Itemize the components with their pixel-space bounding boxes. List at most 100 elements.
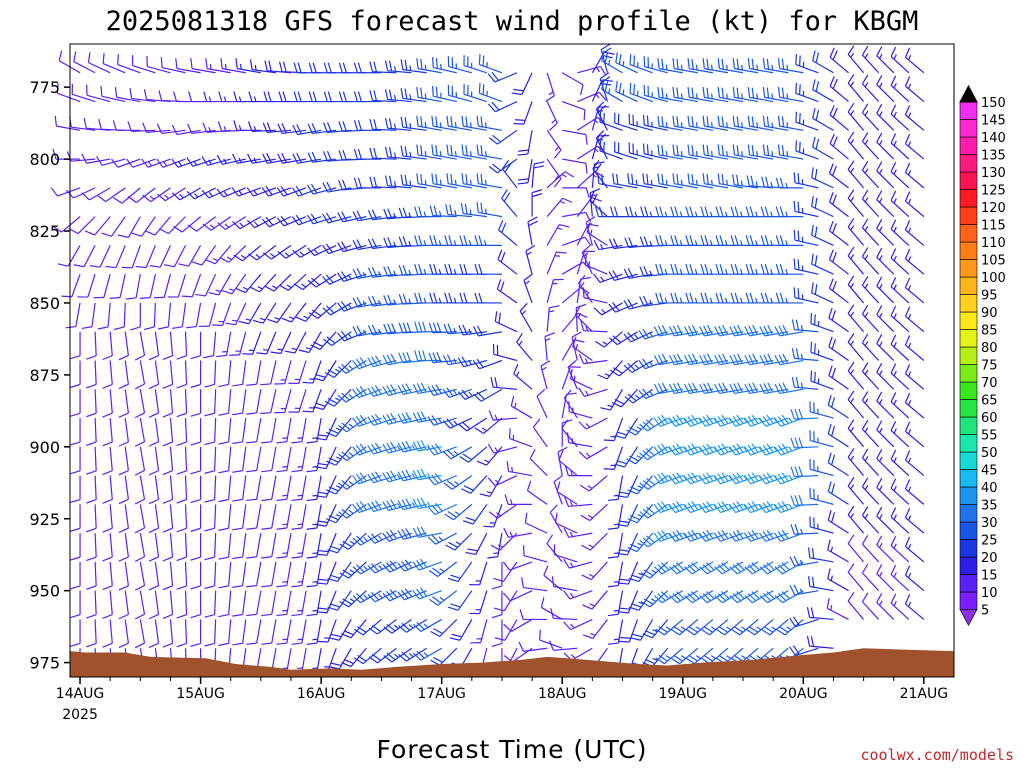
barb-feather <box>416 588 424 598</box>
barb-staff <box>567 366 578 390</box>
barb-staff <box>569 590 593 600</box>
barb-half-feather <box>335 397 341 402</box>
barb-feather <box>431 144 434 155</box>
barb-feather <box>655 292 660 304</box>
wind-barb <box>383 323 412 335</box>
barb-staff <box>561 261 584 275</box>
barb-half-feather <box>604 373 610 377</box>
wind-barb <box>218 504 232 531</box>
barb-staff <box>135 274 141 298</box>
barb-half-feather <box>408 212 412 218</box>
barb-feather <box>674 264 679 275</box>
barb-feather <box>747 502 755 512</box>
barb-feather <box>685 292 690 304</box>
barb-feather <box>371 356 378 366</box>
barb-feather <box>876 420 883 431</box>
wind-barb <box>745 292 774 304</box>
wind-barb <box>156 187 186 202</box>
barb-half-feather <box>799 588 804 594</box>
barb-feather <box>218 470 229 474</box>
barb-feather <box>373 176 378 188</box>
barb-feather <box>503 527 509 538</box>
wind-barb <box>774 529 804 542</box>
wind-barb <box>162 561 174 591</box>
barb-feather <box>777 416 786 426</box>
barb-feather <box>721 145 724 156</box>
barb-staff <box>271 417 277 442</box>
barb-feather <box>458 325 464 336</box>
barb-staff <box>109 331 113 356</box>
barb-feather <box>483 525 494 528</box>
barb-feather <box>653 532 661 542</box>
barb-feather <box>563 389 572 399</box>
barb-feather <box>352 297 359 308</box>
barb-feather <box>190 585 201 590</box>
barb-half-feather <box>469 151 472 157</box>
barb-feather <box>658 654 668 662</box>
barb-half-feather <box>788 475 793 481</box>
barb-staff <box>271 561 277 586</box>
barb-feather <box>387 208 393 219</box>
wind-barb <box>811 167 834 189</box>
barb-staff <box>302 273 322 291</box>
barb-feather <box>371 443 378 454</box>
barb-half-feather <box>426 501 431 507</box>
barb-feather <box>480 173 483 185</box>
wind-barb <box>148 504 160 533</box>
barb-staff <box>890 171 910 189</box>
barb-feather <box>474 292 479 304</box>
barb-feather <box>657 115 660 127</box>
barb-feather <box>643 295 649 306</box>
wind-barb <box>653 590 684 604</box>
wind-barb <box>546 251 567 275</box>
barb-feather <box>904 479 911 490</box>
barb-feather <box>660 591 670 600</box>
barb-feather <box>544 332 555 338</box>
barb-staff <box>694 647 714 665</box>
wind-barb <box>87 52 111 74</box>
barb-feather <box>779 264 784 275</box>
wind-barb <box>561 339 585 361</box>
barb-feather <box>876 305 883 316</box>
barb-feather <box>232 221 241 230</box>
barb-feather <box>730 292 735 304</box>
barb-feather <box>412 412 419 423</box>
wind-barb <box>341 647 367 668</box>
barb-staff <box>270 389 277 413</box>
barb-feather <box>382 355 389 365</box>
barb-staff <box>184 590 188 615</box>
barb-feather <box>793 172 796 183</box>
wind-barb <box>353 177 382 189</box>
barb-feather <box>890 392 897 403</box>
barb-staff <box>56 125 81 131</box>
wind-barb <box>493 590 518 612</box>
barb-feather <box>672 325 679 336</box>
barb-feather <box>433 628 443 635</box>
barb-feather <box>338 91 343 102</box>
barb-feather <box>533 165 545 169</box>
barb-feather <box>291 187 300 197</box>
barb-feather <box>291 441 302 444</box>
barb-half-feather <box>756 151 759 157</box>
wind-barb <box>293 91 322 103</box>
barb-feather <box>118 527 129 533</box>
wind-barb <box>729 590 759 604</box>
barb-feather <box>904 47 911 58</box>
barb-feather <box>341 392 350 401</box>
barb-feather <box>337 332 345 342</box>
barb-half-feather <box>664 269 668 275</box>
wind-barb <box>428 590 458 606</box>
barb-half-feather <box>585 452 591 458</box>
barb-feather <box>904 536 911 547</box>
wind-barb <box>443 475 473 490</box>
barb-feather <box>743 532 752 542</box>
wind-barb <box>338 475 367 490</box>
barb-half-feather <box>679 269 683 275</box>
barb-feather <box>814 314 816 325</box>
wind-barb <box>789 645 819 657</box>
barb-half-feather <box>907 371 912 377</box>
barb-feather <box>597 104 607 114</box>
wind-barb <box>684 590 714 604</box>
wind-barb <box>247 121 276 132</box>
barb-feather <box>812 136 816 148</box>
